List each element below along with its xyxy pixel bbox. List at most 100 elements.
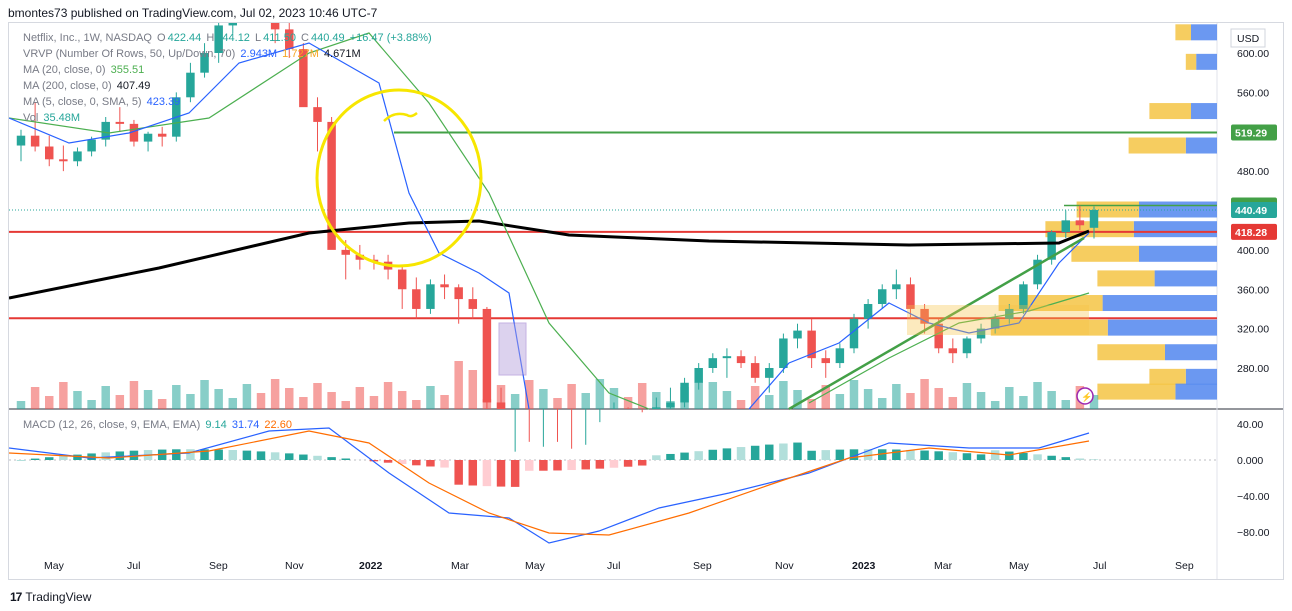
legend-ma5-label: MA (5, close, 0, SMA, 5) xyxy=(23,96,142,108)
candle-body xyxy=(722,356,732,359)
candle-body xyxy=(1033,259,1042,285)
macd-line xyxy=(9,427,1090,544)
macd-histogram-bar xyxy=(1075,458,1085,460)
volume-bar xyxy=(765,395,774,409)
macd-histogram-bar xyxy=(369,460,379,462)
price-axis-label: 560.00 xyxy=(1237,87,1269,99)
legend-low: 411.50 xyxy=(263,32,296,44)
legend-l-label: L xyxy=(255,32,262,44)
macd-histogram-bar xyxy=(736,447,746,460)
volume-bar xyxy=(652,392,661,409)
macd-histogram-bar xyxy=(934,451,943,460)
candle-body xyxy=(962,338,972,354)
macd-histogram-bar xyxy=(976,454,986,460)
candle-body xyxy=(821,358,830,364)
candle-body xyxy=(129,123,139,142)
macd-histogram-bar xyxy=(242,450,252,460)
price-chart[interactable]: ⚡600.00560.00520.00480.00440.00400.00360… xyxy=(9,23,1283,579)
volume-bar xyxy=(708,382,718,409)
volume-bar xyxy=(299,397,308,409)
macd-histogram-bar xyxy=(482,460,492,487)
macd-histogram-bar xyxy=(779,443,788,460)
ma20-line-recent xyxy=(808,292,1090,404)
volume-bar xyxy=(45,396,54,409)
macd-histogram-bar xyxy=(45,457,54,460)
legend-macd-label: MACD (12, 26, close, 9, EMA, EMA) xyxy=(23,419,201,431)
volume-profile-up-bar xyxy=(1139,201,1217,218)
macd-histogram-bar xyxy=(1047,455,1056,460)
legend-change: +16.47 (+3.88%) xyxy=(349,32,432,44)
volume-bar xyxy=(59,382,68,409)
volume-bar xyxy=(892,384,901,409)
volume-bar xyxy=(157,399,167,409)
candle-body xyxy=(779,338,788,368)
macd-histogram-bar xyxy=(821,450,830,460)
time-axis-label: Jul xyxy=(607,560,620,572)
macd-histogram-bar xyxy=(496,460,506,487)
legend-vrvp-label: VRVP (Number Of Rows, 50, Up/Down, 70) xyxy=(23,48,236,60)
volume-bar xyxy=(256,393,266,409)
price-axis-label: 280.00 xyxy=(1237,363,1269,375)
macd-histogram-bar xyxy=(849,449,859,460)
volume-bar xyxy=(1061,400,1070,409)
candle-body xyxy=(59,159,68,162)
macd-histogram-bar xyxy=(652,455,661,460)
candle-body xyxy=(327,121,336,250)
chart-frame[interactable]: ⚡600.00560.00520.00480.00440.00400.00360… xyxy=(8,22,1284,580)
volume-profile-down-bar xyxy=(1149,368,1186,385)
candle-body xyxy=(892,284,901,290)
time-axis-label: Jul xyxy=(127,560,140,572)
volume-bar xyxy=(835,394,845,409)
arrow-annotation xyxy=(383,112,418,122)
time-axis-label: May xyxy=(1009,560,1030,572)
legend-c-label: C xyxy=(301,32,309,44)
macd-histogram-bar xyxy=(666,453,675,460)
candle-body xyxy=(270,23,280,30)
volume-bar xyxy=(355,387,365,409)
legend-vrvp-total: 4.671M xyxy=(323,48,361,60)
price-badge-label: 519.29 xyxy=(1235,127,1267,139)
macd-histogram-bar xyxy=(525,460,534,471)
macd-histogram-bar xyxy=(1061,457,1070,460)
volume-profile-up-bar xyxy=(1139,245,1217,262)
macd-histogram-bar xyxy=(637,460,647,466)
circle-annotation xyxy=(315,88,483,268)
candle-body xyxy=(228,23,238,26)
volume-bar xyxy=(510,394,520,409)
legend-ma200-row: MA (200, close, 0) 407.49 xyxy=(23,79,152,93)
volume-bar xyxy=(976,392,986,409)
price-badge-label: 440.49 xyxy=(1235,205,1267,217)
currency-box xyxy=(1230,28,1266,48)
candle-body xyxy=(341,249,350,255)
legend-macd-hist: 9.14 xyxy=(205,419,227,431)
volume-profile-down-bar xyxy=(1097,383,1176,400)
macd-histogram-bar xyxy=(313,455,322,460)
volume-bar xyxy=(525,380,534,409)
volume-bar xyxy=(1033,382,1042,409)
candle-body xyxy=(299,49,308,108)
price-axis-label: 600.00 xyxy=(1237,48,1269,60)
legend-macd-row: MACD (12, 26, close, 9, EMA, EMA) 9.14 3… xyxy=(23,418,294,432)
macd-histogram-bar xyxy=(906,449,915,460)
candle-body xyxy=(1075,220,1085,226)
macd-histogram-bar xyxy=(16,460,26,461)
macd-histogram-bar xyxy=(30,458,40,460)
volume-bar xyxy=(553,398,562,409)
volume-bar xyxy=(397,391,407,409)
macd-histogram-bar xyxy=(59,455,68,460)
macd-axis-label: 0.000 xyxy=(1237,455,1263,467)
volume-bar xyxy=(722,391,732,409)
candle-body xyxy=(1019,284,1028,309)
legend-vrvp-down: 1.727M xyxy=(282,48,319,60)
macd-histogram-bar xyxy=(256,451,266,460)
macd-histogram-bar xyxy=(750,445,760,460)
macd-histogram-bar xyxy=(722,448,732,460)
ma5-line-recent xyxy=(748,232,1090,410)
volume-bar xyxy=(440,395,449,409)
volume-bar xyxy=(609,388,619,409)
volume-bar xyxy=(595,379,605,409)
volume-bar xyxy=(383,382,393,409)
volume-bar xyxy=(821,385,830,409)
candle-body xyxy=(45,146,54,160)
macd-histogram-bar xyxy=(877,449,887,460)
